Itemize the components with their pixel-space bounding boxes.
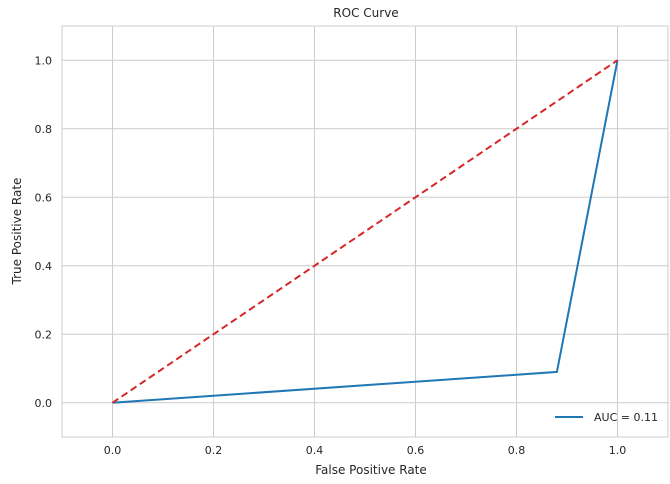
roc-curve-line	[112, 60, 619, 404]
x-axis-label: False Positive Rate	[315, 463, 427, 477]
random-baseline-line	[111, 59, 619, 404]
series-layer	[111, 59, 619, 404]
y-tick-label: 0.0	[35, 397, 53, 410]
x-tick-label: 0.2	[205, 444, 223, 457]
y-tick-labels: 0.0 0.2 0.4 0.6 0.8 1.0	[35, 54, 53, 410]
x-tick-label: 0.0	[104, 444, 122, 457]
legend: AUC = 0.11	[555, 411, 658, 424]
x-tick-label: 0.6	[407, 444, 425, 457]
chart-title: ROC Curve	[333, 6, 398, 20]
x-tick-label: 0.4	[306, 444, 324, 457]
y-tick-label: 0.8	[35, 123, 53, 136]
plot-frame	[61, 25, 669, 438]
y-tick-label: 0.2	[35, 328, 53, 341]
grid-lines	[62, 26, 668, 437]
x-tick-label: 0.8	[508, 444, 526, 457]
x-tick-label: 1.0	[609, 444, 627, 457]
x-tick-labels: 0.0 0.2 0.4 0.6 0.8 1.0	[104, 444, 627, 457]
y-tick-label: 0.4	[35, 260, 53, 273]
y-tick-label: 0.6	[35, 191, 53, 204]
y-axis-label: True Positive Rate	[10, 178, 24, 286]
legend-entry-auc: AUC = 0.11	[594, 411, 658, 424]
y-tick-label: 1.0	[35, 54, 53, 67]
